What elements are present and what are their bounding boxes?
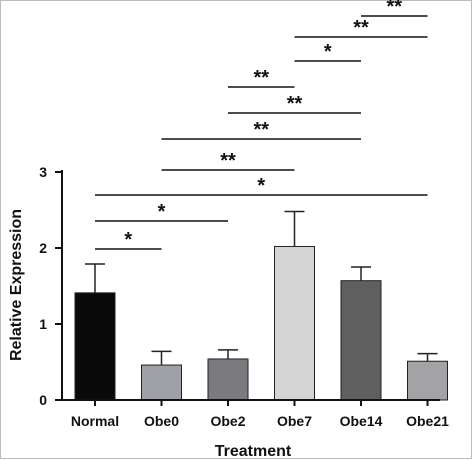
bars	[74, 210, 448, 401]
significance-label: **	[253, 119, 269, 141]
y-tick-label: 0	[39, 392, 47, 408]
bar-obe7	[274, 245, 315, 401]
significance-label: *	[158, 201, 166, 223]
bar-obe2	[207, 358, 249, 401]
y-tick-label: 1	[39, 316, 47, 332]
y-tick-label: 3	[39, 164, 47, 180]
significance-label: **	[220, 150, 236, 172]
significance-label: **	[386, 0, 402, 18]
bar-normal	[74, 292, 116, 401]
x-axis-title: Treatment	[215, 443, 292, 460]
y-axis-title: Relative Expression	[8, 209, 25, 361]
significance-label: **	[353, 17, 369, 39]
significance-label: **	[253, 67, 269, 89]
bar-obe14	[340, 280, 382, 401]
significance-label: **	[287, 93, 303, 115]
y-tick-label: 2	[39, 240, 47, 256]
bar-obe21	[407, 360, 448, 401]
bar-obe0	[141, 364, 182, 401]
x-tick-label-normal: Normal	[71, 413, 119, 429]
x-tick-label-obe2: Obe2	[210, 413, 245, 429]
significance-brackets: ****************	[95, 0, 428, 251]
significance-label: *	[324, 41, 332, 63]
x-tick-label-obe21: Obe21	[406, 413, 449, 429]
significance-label: *	[124, 229, 132, 251]
axes: 0 1 2 3 Normal Obe0 Obe2 Obe7 Obe14 Obe21	[39, 164, 449, 429]
x-tick-label-obe7: Obe7	[277, 413, 312, 429]
x-tick-label-obe0: Obe0	[144, 413, 179, 429]
x-tick-label-obe14: Obe14	[340, 413, 383, 429]
significance-label: *	[257, 175, 265, 197]
